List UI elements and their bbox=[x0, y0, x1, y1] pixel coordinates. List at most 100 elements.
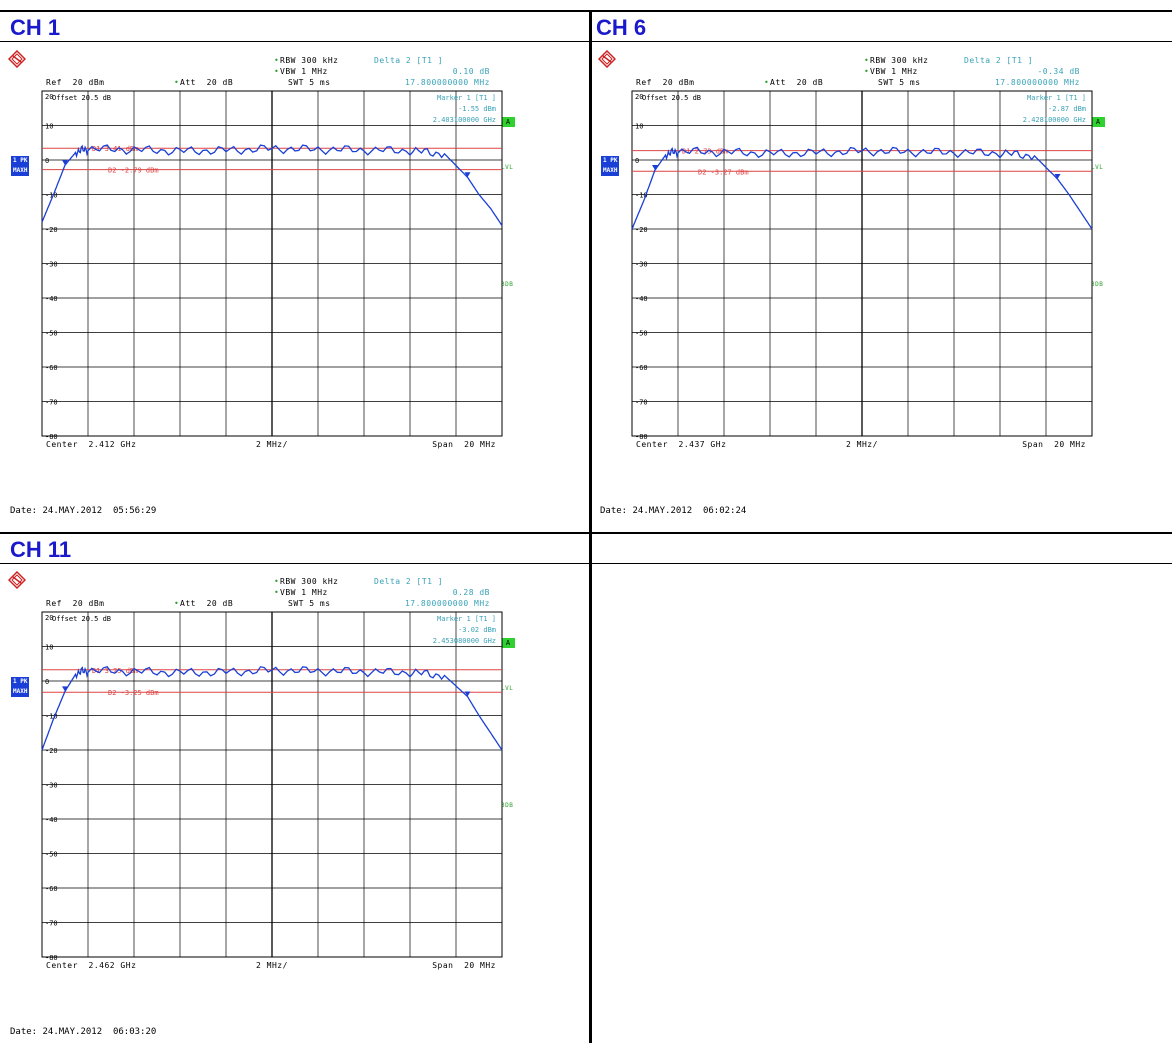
d2-label: D2 -2.79 dBm bbox=[108, 167, 159, 175]
d1-label: D1 3.25 dBm bbox=[92, 667, 138, 675]
marker-1 bbox=[62, 686, 68, 692]
y-tick-label: -50 bbox=[45, 330, 58, 338]
division: 2 MHz/ bbox=[846, 440, 878, 449]
trace-badge: 1 PK bbox=[601, 156, 620, 166]
y-tick-label: 20 bbox=[45, 614, 53, 622]
delta-value: 0.10 dB bbox=[452, 67, 490, 76]
vbw-setting: VBW 1 MHz bbox=[280, 67, 328, 76]
y-tick-label: -10 bbox=[45, 713, 58, 721]
y-tick-label: 20 bbox=[635, 93, 643, 101]
swt-setting: SWT 5 ms bbox=[878, 78, 921, 87]
y-tick-label: -50 bbox=[45, 851, 58, 859]
table-row-divider-2 bbox=[0, 563, 1172, 564]
y-tick-label: -80 bbox=[635, 433, 648, 441]
spectrum-trace bbox=[41, 665, 503, 751]
panel-title: CH 1 bbox=[10, 15, 61, 40]
attenuation: Att 20 dB bbox=[180, 599, 234, 608]
span: Span 20 MHz bbox=[1022, 440, 1086, 449]
offset-label: Offset 20.5 dB bbox=[52, 615, 111, 623]
marker-label: Marker 1 [T1 ] bbox=[437, 615, 496, 623]
marker-2 bbox=[464, 691, 471, 697]
y-tick-label: 0 bbox=[635, 157, 639, 165]
3db-label: 3DB bbox=[501, 802, 514, 809]
trace-badge: 1 PK bbox=[11, 677, 30, 687]
center-frequency: Center 2.462 GHz bbox=[46, 961, 137, 970]
ref-level: Ref 20 dBm bbox=[46, 78, 105, 87]
delta-label: Delta 2 [T1 ] bbox=[964, 56, 1034, 65]
d2-label: D2 -3.25 dBm bbox=[108, 689, 159, 697]
y-tick-label: -30 bbox=[45, 261, 58, 269]
spectrum-trace bbox=[631, 146, 1093, 230]
y-tick-label: -20 bbox=[45, 226, 58, 234]
attenuation: Att 20 dB bbox=[770, 78, 824, 87]
division: 2 MHz/ bbox=[256, 440, 288, 449]
trace-badge: 1 PK bbox=[11, 156, 30, 166]
y-tick-label: -60 bbox=[635, 364, 648, 372]
swt-setting: SWT 5 ms bbox=[288, 78, 331, 87]
y-tick-label: -40 bbox=[45, 816, 58, 824]
delta-frequency: 17.800000000 MHz bbox=[994, 78, 1080, 87]
panel-title: CH 11 bbox=[10, 537, 72, 562]
delta-frequency: 17.800000000 MHz bbox=[404, 78, 490, 87]
y-tick-label: -60 bbox=[45, 364, 58, 372]
attenuation: Att 20 dB bbox=[180, 78, 234, 87]
a-badge: A bbox=[501, 638, 515, 648]
table-row-divider-1 bbox=[0, 41, 1172, 42]
spectrum-trace bbox=[41, 144, 503, 226]
trace-dots: • bbox=[864, 67, 870, 76]
marker-value: -2.87 dBm bbox=[1048, 105, 1086, 113]
d1-label: D1 3.41 dBm bbox=[92, 145, 138, 153]
3db-label: 3DB bbox=[1091, 281, 1104, 288]
d2-label: D2 -3.27 dBm bbox=[698, 168, 749, 176]
trace-dots: • bbox=[174, 599, 180, 608]
table-border-top bbox=[0, 10, 1172, 12]
marker-frequency: 2.428100000 GHz bbox=[1023, 116, 1086, 124]
vbw-setting: VBW 1 MHz bbox=[870, 67, 918, 76]
y-tick-label: -70 bbox=[45, 920, 58, 928]
y-tick-label: -80 bbox=[45, 954, 58, 962]
y-tick-label: 10 bbox=[45, 644, 53, 652]
y-tick-label: 20 bbox=[45, 93, 53, 101]
y-tick-label: -70 bbox=[635, 399, 648, 407]
a-badge: A bbox=[1091, 117, 1105, 127]
marker-1 bbox=[652, 165, 658, 171]
mode-badge: MAXH bbox=[11, 687, 30, 697]
lvl-label: LVL bbox=[501, 164, 514, 171]
marker-2 bbox=[1054, 173, 1061, 179]
mode-badge: MAXH bbox=[11, 166, 30, 176]
y-tick-label: -30 bbox=[45, 782, 58, 790]
marker-2 bbox=[464, 172, 471, 178]
y-tick-label: -50 bbox=[635, 330, 648, 338]
y-tick-label: -10 bbox=[635, 192, 648, 200]
offset-label: Offset 20.5 dB bbox=[52, 94, 111, 102]
trace-dots: • bbox=[764, 78, 770, 87]
y-tick-label: 0 bbox=[45, 157, 49, 165]
spectrum-plot: 20 10 0 -10 -20 -30 -40 -50 -60 -70 -80 D1 3.41 dBm… bbox=[41, 90, 503, 441]
y-tick-label: 0 bbox=[45, 678, 49, 686]
center-frequency: Center 2.412 GHz bbox=[46, 440, 137, 449]
marker-label: Marker 1 [T1 ] bbox=[437, 94, 496, 102]
ref-level: Ref 20 dBm bbox=[46, 599, 105, 608]
rbw-setting: RBW 300 kHz bbox=[870, 56, 929, 65]
mode-badge: MAXH bbox=[601, 166, 620, 176]
trace-dots: • bbox=[174, 78, 180, 87]
y-tick-label: -30 bbox=[635, 261, 648, 269]
marker-label: Marker 1 [T1 ] bbox=[1027, 94, 1086, 102]
rohde-schwarz-logo-icon bbox=[598, 50, 616, 68]
trace-dots: • bbox=[274, 56, 280, 65]
y-tick-label: -40 bbox=[45, 295, 58, 303]
d1-label: D1 2.73 dBm bbox=[682, 148, 728, 156]
swt-setting: SWT 5 ms bbox=[288, 599, 331, 608]
rbw-setting: RBW 300 kHz bbox=[280, 577, 339, 586]
a-badge: A bbox=[501, 117, 515, 127]
center-frequency: Center 2.437 GHz bbox=[636, 440, 727, 449]
rohde-schwarz-logo-icon bbox=[8, 50, 26, 68]
date-stamp: Date: 24.MAY.2012 05:56:29 bbox=[10, 506, 157, 516]
spectrum-plot: 20 10 0 -10 -20 -30 -40 -50 -60 -70 -80 D1 2.73 dBm… bbox=[631, 90, 1093, 441]
trace-dots: • bbox=[274, 577, 280, 586]
spectrum-plot: 20 10 0 -10 -20 -30 -40 -50 -60 -70 -80 D1 3.25 dBm… bbox=[41, 611, 503, 962]
marker-frequency: 2.453080000 GHz bbox=[433, 637, 496, 645]
y-tick-label: 10 bbox=[45, 123, 53, 131]
date-stamp: Date: 24.MAY.2012 06:03:20 bbox=[10, 1027, 157, 1037]
marker-value: -3.02 dBm bbox=[458, 626, 496, 634]
